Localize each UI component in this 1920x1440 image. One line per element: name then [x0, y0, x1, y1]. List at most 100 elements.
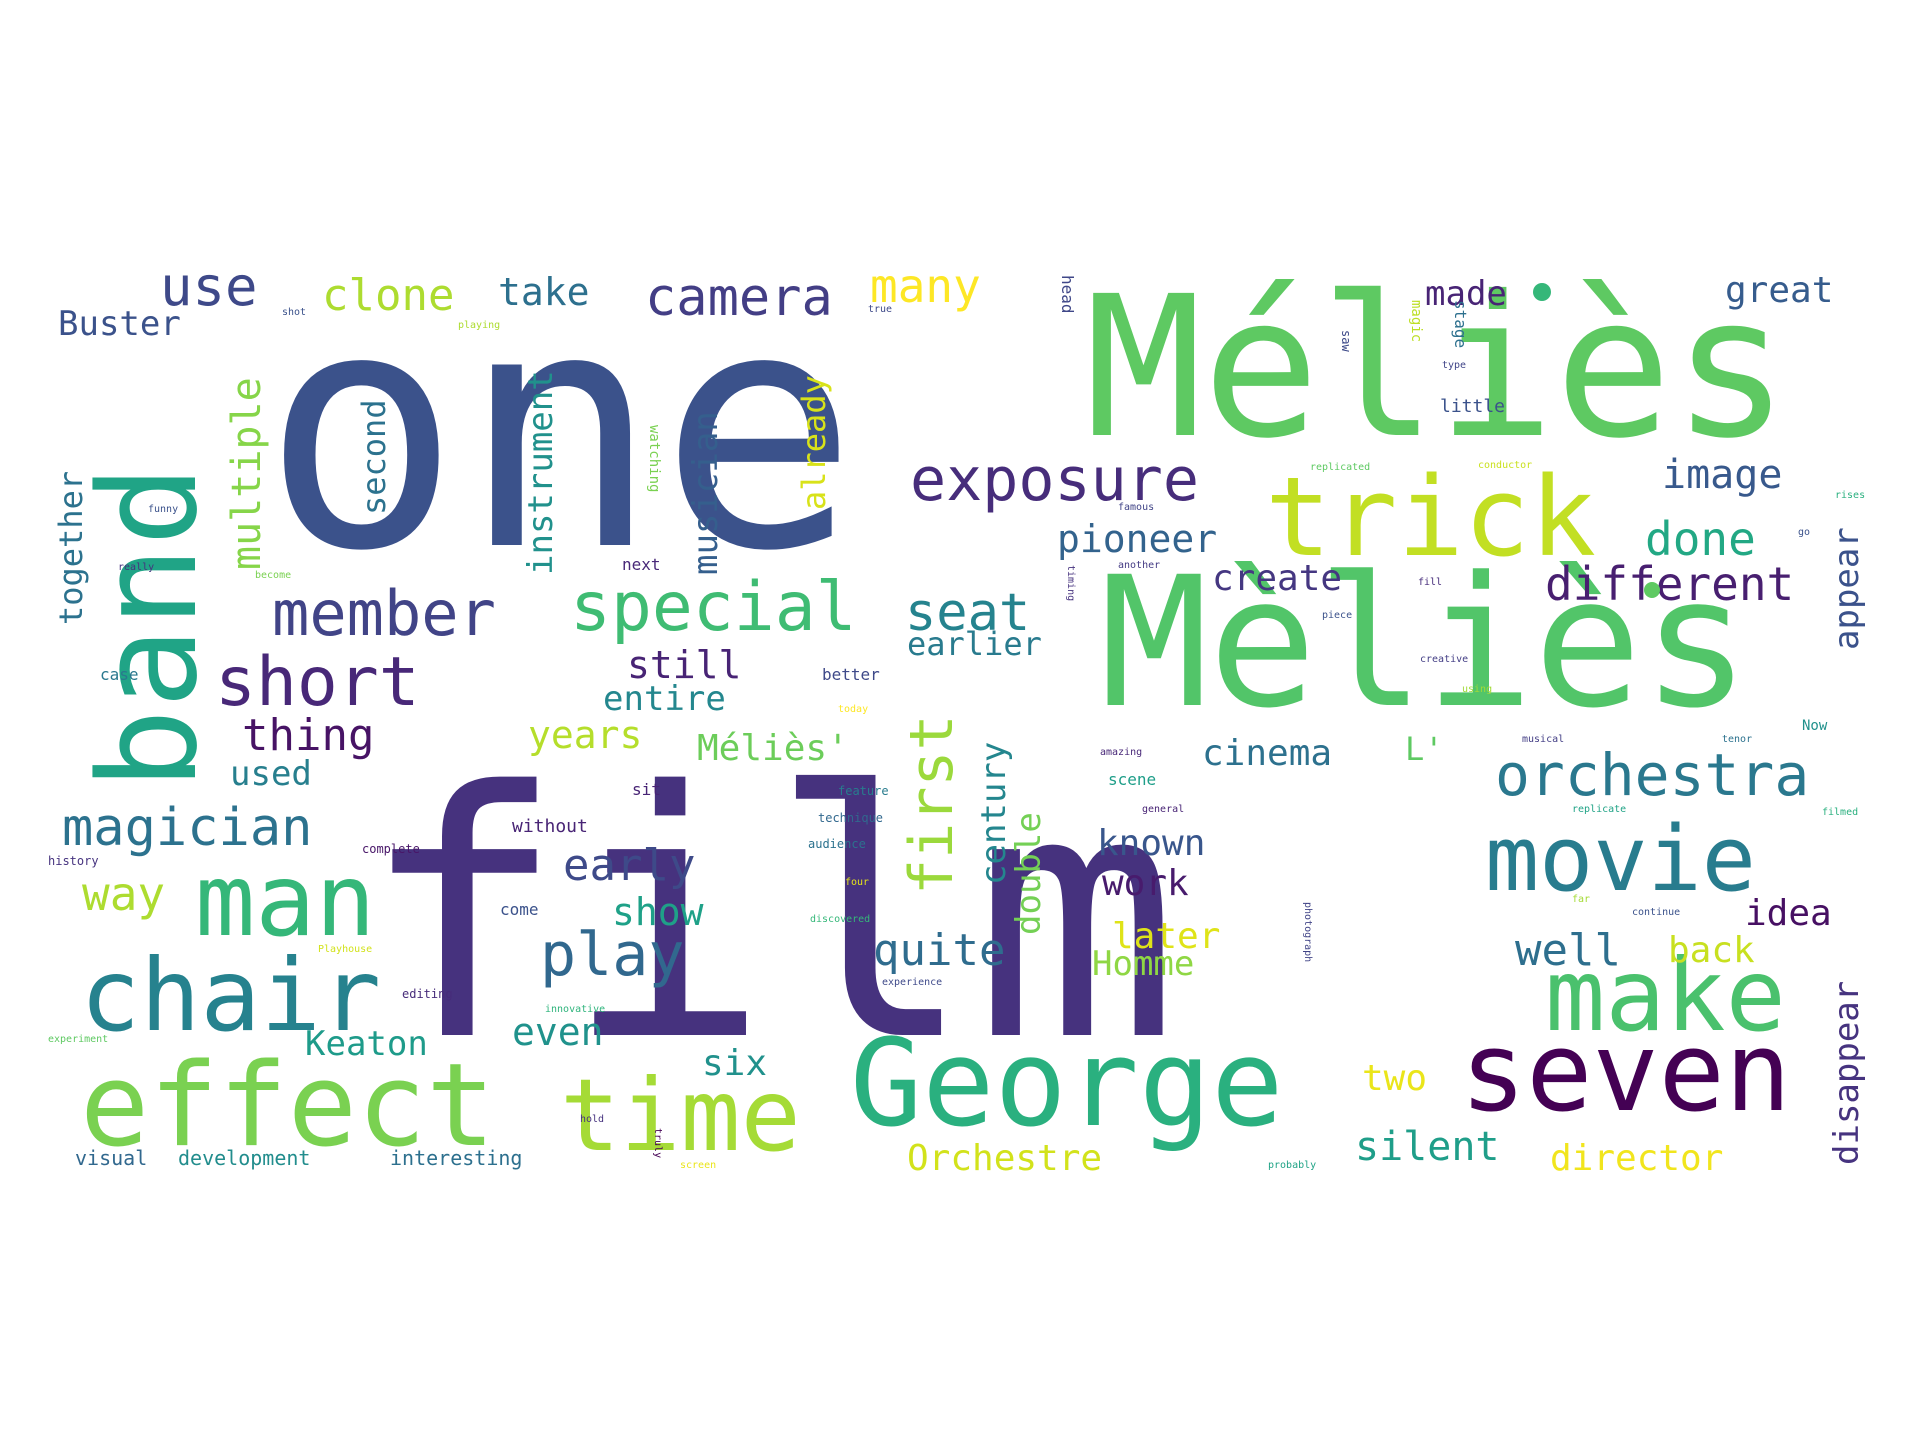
cloud-word-playing: playing	[458, 320, 500, 331]
cloud-word-playhouse: Playhouse	[318, 944, 372, 955]
cloud-word-short: short	[215, 643, 420, 722]
cloud-word-chair: chair	[80, 937, 381, 1054]
cloud-word-orchestra: orchestra	[1495, 741, 1809, 809]
cloud-word-many: many	[870, 259, 981, 313]
cloud-word-movie: movie	[1485, 807, 1756, 912]
cloud-word-musician: musician	[686, 411, 726, 575]
cloud-word-type: type	[1442, 360, 1466, 371]
cloud-word-exposure: exposure	[910, 445, 1199, 515]
cloud-word-homme: Homme	[1092, 944, 1194, 984]
cloud-word-earlier: earlier	[907, 625, 1042, 663]
cloud-word-amazing: amazing	[1100, 747, 1142, 758]
cloud-word-six: six	[702, 1043, 767, 1084]
cloud-word-probably: probably	[1268, 1160, 1316, 1171]
cloud-word-multiple: multiple	[224, 377, 270, 570]
cloud-word-made: made	[1425, 274, 1507, 314]
cloud-word-orchestre: Orchestre	[907, 1138, 1102, 1179]
cloud-word-trick: trick	[1265, 453, 1596, 581]
cloud-word-idea: idea	[1745, 893, 1832, 934]
cloud-word-four: four	[845, 877, 869, 888]
cloud-word-george: George	[850, 1015, 1283, 1154]
cloud-word-history: history	[48, 854, 99, 868]
cloud-dot-2	[1644, 582, 1660, 598]
cloud-word-really: really	[118, 562, 154, 573]
cloud-word-pioneer: pioneer	[1057, 517, 1217, 561]
cloud-word-conductor: conductor	[1478, 460, 1532, 471]
cloud-word-famous: famous	[1118, 502, 1154, 513]
cloud-word-piece: piece	[1322, 610, 1352, 621]
cloud-word-filmed: filmed	[1822, 807, 1858, 818]
cloud-word-rises: rises	[1835, 490, 1865, 501]
cloud-word-keaton: Keaton	[305, 1024, 428, 1064]
cloud-word-continue: continue	[1632, 907, 1680, 918]
cloud-word-photograph: photograph	[1302, 902, 1313, 962]
cloud-word-camera: camera	[645, 268, 833, 328]
cloud-word-visual: visual	[75, 1146, 147, 1170]
cloud-word-melies-poss: Méliès'	[697, 728, 849, 769]
cloud-word-far: far	[1572, 894, 1590, 905]
cloud-word-entire: entire	[603, 679, 726, 719]
cloud-word-take: take	[498, 270, 590, 314]
cloud-word-time: time	[560, 1057, 801, 1174]
cloud-word-using: using	[1462, 684, 1492, 695]
cloud-word-audience: audience	[808, 837, 866, 851]
cloud-word-innovative: innovative	[545, 1004, 605, 1015]
cloud-word-one: one	[262, 239, 858, 623]
cloud-word-head: head	[1058, 275, 1077, 314]
cloud-word-watching: watching	[646, 425, 662, 492]
cloud-word-go: go	[1798, 527, 1810, 538]
cloud-word-become: become	[255, 570, 291, 581]
cloud-word-now: Now	[1802, 718, 1828, 734]
cloud-word-special: special	[570, 568, 857, 647]
cloud-word-years: years	[528, 713, 642, 757]
cloud-word-timing: timing	[1065, 565, 1076, 601]
cloud-word-back: back	[1668, 930, 1755, 971]
cloud-word-without: without	[512, 816, 588, 837]
cloud-word-editing: editing	[402, 987, 453, 1001]
cloud-word-done: done	[1645, 512, 1756, 566]
cloud-word-another: another	[1118, 560, 1160, 571]
cloud-word-way: way	[82, 867, 165, 921]
cloud-word-funny: funny	[148, 504, 178, 515]
cloud-word-instrument: instrument	[521, 370, 561, 575]
cloud-word-buster: Buster	[58, 304, 181, 344]
cloud-word-stage: stage	[1451, 300, 1470, 348]
cloud-word-double: double	[1009, 812, 1049, 935]
cloud-word-replicate: replicate	[1572, 804, 1626, 815]
cloud-word-quite: quite	[873, 925, 1005, 976]
cloud-word-early: early	[563, 840, 695, 891]
cloud-word-director: director	[1550, 1138, 1723, 1179]
cloud-word-show: show	[612, 890, 704, 934]
cloud-word-replicated: replicated	[1310, 462, 1370, 473]
cloud-word-melies-2: Mèliès	[1100, 539, 1750, 748]
cloud-word-two: two	[1362, 1058, 1427, 1099]
cloud-word-seven: seven	[1460, 1008, 1791, 1136]
cloud-word-play: play	[540, 920, 685, 990]
cloud-word-use: use	[160, 255, 258, 318]
cloud-word-second: second	[355, 399, 393, 515]
cloud-word-create: create	[1212, 558, 1342, 599]
cloud-word-better: better	[822, 665, 880, 684]
cloud-word-together: together	[52, 471, 90, 625]
cloud-word-clone: clone	[322, 270, 454, 321]
cloud-word-complete: complete	[362, 842, 420, 856]
cloud-word-fill: fill	[1418, 577, 1442, 588]
cloud-word-discovered: discovered	[810, 914, 870, 925]
cloud-word-case: case	[100, 665, 139, 684]
cloud-word-thing: thing	[242, 710, 374, 761]
cloud-word-great: great	[1725, 270, 1833, 311]
cloud-word-shot: shot	[282, 307, 306, 318]
cloud-word-still: still	[627, 643, 741, 687]
cloud-word-next: next	[622, 555, 661, 574]
cloud-word-magician: magician	[62, 798, 312, 858]
cloud-word-screen: screen	[680, 1160, 716, 1171]
cloud-word-scene: scene	[1108, 770, 1156, 789]
cloud-word-band: band	[70, 465, 227, 790]
cloud-word-man: man	[195, 842, 376, 959]
cloud-word-effect: effect	[80, 1039, 495, 1173]
cloud-word-work: work	[1102, 863, 1189, 904]
cloud-word-cinema: cinema	[1202, 733, 1332, 774]
cloud-word-later: later	[1112, 916, 1220, 957]
